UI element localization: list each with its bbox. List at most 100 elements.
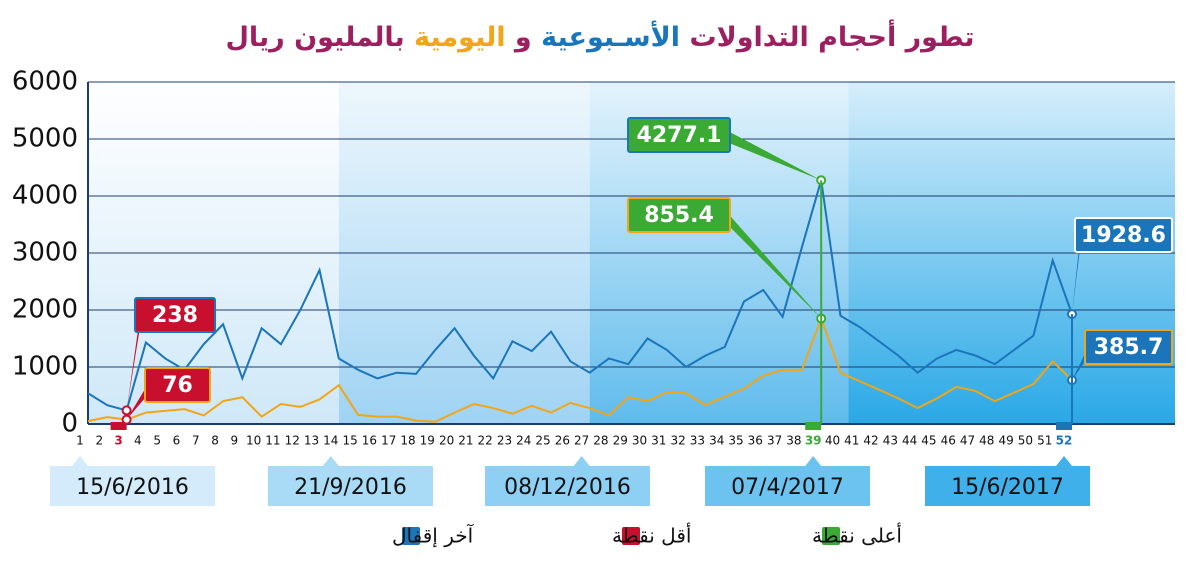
point-marker xyxy=(121,414,132,425)
x-tick-label: 7 xyxy=(192,434,200,448)
callout-box xyxy=(1074,217,1173,253)
y-tick-label: 2000 xyxy=(12,295,78,325)
callout-box xyxy=(627,117,731,153)
date-box xyxy=(268,466,433,506)
x-tick-label: 43 xyxy=(883,434,898,448)
x-tick-label: 51 xyxy=(1037,434,1052,448)
x-tick-label: 17 xyxy=(381,434,396,448)
y-tick-label: 1000 xyxy=(12,352,78,382)
x-tick-label: 13 xyxy=(304,434,319,448)
legend-swatch xyxy=(822,527,840,545)
x-tick-label: 6 xyxy=(173,434,181,448)
x-tick-label: 22 xyxy=(478,434,493,448)
x-tick-label: 35 xyxy=(728,434,743,448)
x-tick-label: 15 xyxy=(342,434,357,448)
title-part: بالمليون ريال xyxy=(225,22,405,53)
x-tick-label: 25 xyxy=(535,434,550,448)
callout-box xyxy=(144,367,211,403)
x-tick-label: 28 xyxy=(593,434,608,448)
x-tick-label: 49 xyxy=(998,434,1013,448)
y-tick-label: 6000 xyxy=(12,67,78,97)
date-pointer xyxy=(72,456,88,466)
callout-box xyxy=(134,297,216,333)
date-label: 21/9/2016 xyxy=(294,475,407,500)
x-tick-label: 42 xyxy=(863,434,878,448)
legend-label: أعلى نقطة xyxy=(812,523,902,548)
x-tick-label: 52 xyxy=(1056,434,1073,448)
date-pointer xyxy=(573,456,590,466)
callout-label: 4277.1 xyxy=(637,123,722,148)
x-tick-label: 18 xyxy=(400,434,415,448)
x-tick-label: 23 xyxy=(497,434,512,448)
y-tick-label: 0 xyxy=(61,409,78,439)
date-pointer xyxy=(805,456,822,466)
callout-label: 238 xyxy=(152,303,198,328)
x-tick-label: 29 xyxy=(613,434,628,448)
callout-pointer xyxy=(724,129,822,181)
date-pointer xyxy=(322,456,339,466)
callout-label: 855.4 xyxy=(644,203,714,228)
x-tick-label: 24 xyxy=(516,434,531,448)
title-part: الأسـبوعية xyxy=(541,22,681,53)
x-tick-label: 11 xyxy=(265,434,280,448)
y-tick-label: 5000 xyxy=(12,124,78,154)
x-highlight xyxy=(1056,422,1072,430)
date-label: 15/6/2017 xyxy=(951,475,1064,500)
title-part: و xyxy=(514,22,532,53)
x-tick-label: 37 xyxy=(767,434,782,448)
callout-pointer xyxy=(126,309,141,411)
x-tick-label: 44 xyxy=(902,434,917,448)
x-tick-label: 50 xyxy=(1018,434,1033,448)
x-tick-label: 21 xyxy=(458,434,473,448)
x-highlight xyxy=(110,422,127,430)
x-tick-label: 34 xyxy=(709,434,724,448)
series-line xyxy=(87,315,1073,423)
x-tick-label: 30 xyxy=(632,434,647,448)
x-tick-label: 45 xyxy=(921,434,936,448)
callout-box xyxy=(627,197,731,233)
callout-label: 76 xyxy=(162,373,193,398)
callout-box xyxy=(1084,329,1173,365)
date-label: 07/4/2017 xyxy=(731,475,844,500)
x-tick-label: 31 xyxy=(651,434,666,448)
x-tick-label: 47 xyxy=(960,434,975,448)
x-tick-label: 4 xyxy=(134,434,142,448)
date-box xyxy=(50,466,215,506)
x-tick-label: 19 xyxy=(420,434,435,448)
y-tick-label: 3000 xyxy=(12,238,78,268)
title-part: تطور أحجام التداولات xyxy=(689,22,975,53)
x-tick-label: 46 xyxy=(941,434,956,448)
callout-pointer xyxy=(724,209,822,319)
x-tick-label: 12 xyxy=(285,434,300,448)
x-tick-label: 27 xyxy=(574,434,589,448)
x-tick-label: 32 xyxy=(670,434,685,448)
date-label: 15/6/2016 xyxy=(76,475,189,500)
y-tick-label: 4000 xyxy=(12,181,78,211)
x-tick-label: 26 xyxy=(555,434,570,448)
x-tick-label: 16 xyxy=(362,434,377,448)
legend-swatch xyxy=(402,527,420,545)
chart-title: تطور أحجام التداولات الأسـبوعية و اليومي… xyxy=(0,22,1200,53)
date-box xyxy=(925,466,1090,506)
x-tick-label: 41 xyxy=(844,434,859,448)
date-pointer xyxy=(1056,456,1072,466)
series-line xyxy=(87,179,1073,412)
x-highlight xyxy=(805,422,822,430)
x-tick-label: 5 xyxy=(153,434,161,448)
date-label: 08/12/2016 xyxy=(504,475,631,500)
x-tick-label: 2 xyxy=(95,434,103,448)
legend-label: أقل نقطة xyxy=(612,523,691,548)
date-box xyxy=(485,466,650,506)
x-tick-label: 39 xyxy=(805,434,822,448)
date-box xyxy=(705,466,870,506)
x-tick-label: 48 xyxy=(979,434,994,448)
x-tick-label: 10 xyxy=(246,434,261,448)
title-part: اليومية xyxy=(414,22,506,53)
callout-label: 1928.6 xyxy=(1081,223,1166,248)
x-tick-label: 8 xyxy=(211,434,219,448)
legend-swatch xyxy=(622,527,640,545)
legend-label: آخر إقفال xyxy=(392,523,475,549)
x-tick-label: 33 xyxy=(690,434,705,448)
